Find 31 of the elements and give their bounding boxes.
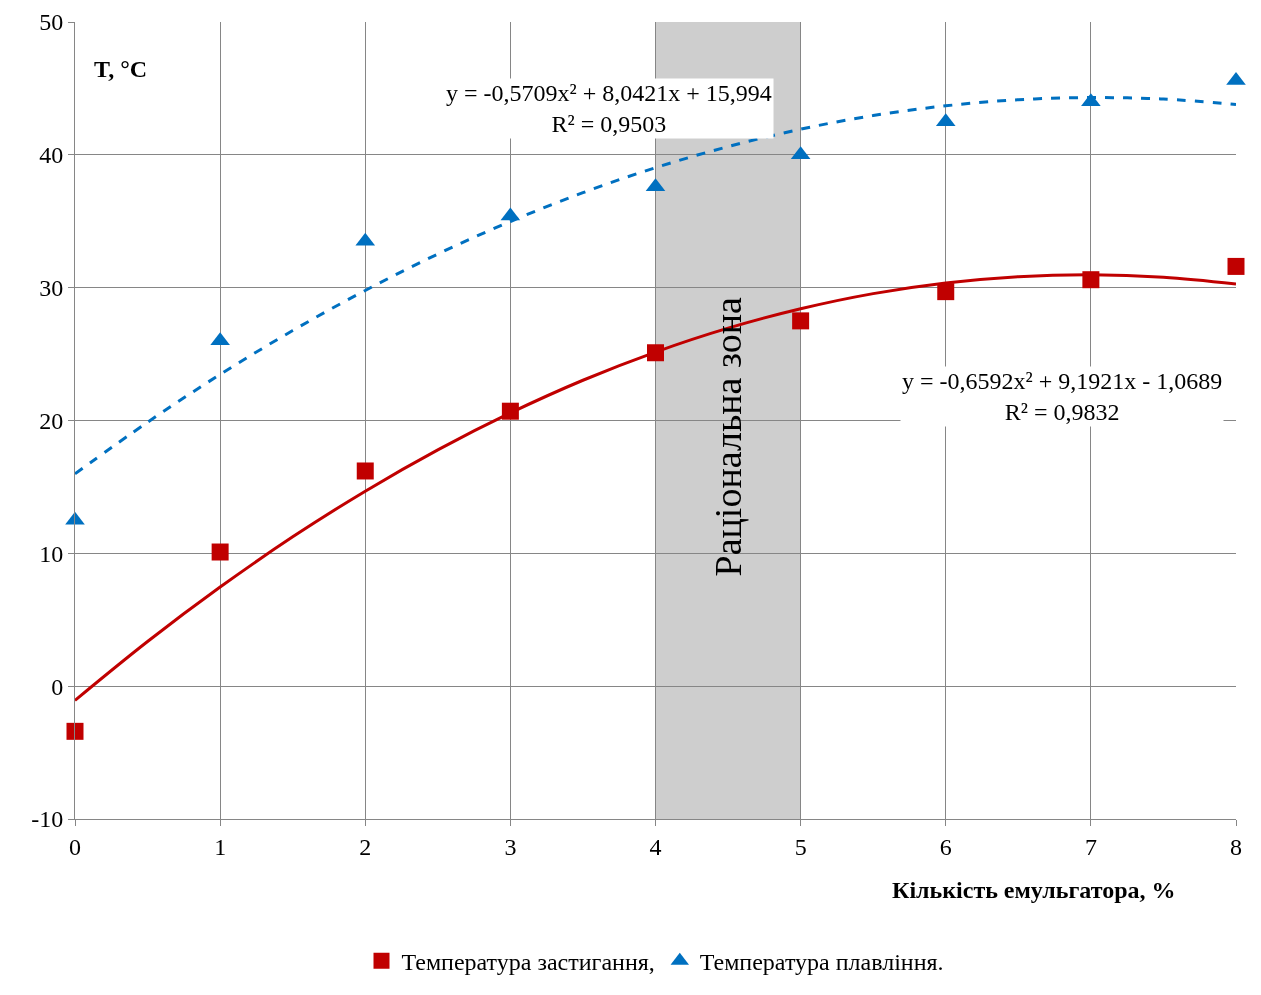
point <box>1226 71 1246 85</box>
point <box>211 543 229 561</box>
x-tick-label: 4 <box>649 833 662 860</box>
x-tick-label: 8 <box>1230 833 1242 860</box>
y-tick-label: 30 <box>39 275 64 302</box>
x-tick-label: 1 <box>214 833 227 860</box>
x-tick-label: 6 <box>939 833 952 860</box>
point <box>66 722 84 740</box>
y-tick-label: 50 <box>39 9 64 36</box>
point <box>210 332 230 346</box>
annotation: y = -0,5709x² + 8,0421x + 15,994 R² = 0,9503 <box>446 80 772 138</box>
annotation: y = -0,6592x² + 9,1921x - 1,0689 R² = 0,9832 <box>902 368 1223 426</box>
point <box>937 283 955 301</box>
band-label: Раціональна зона <box>706 296 749 577</box>
y-axis-title: T, °C <box>94 56 148 82</box>
x-tick-label: 7 <box>1084 833 1097 860</box>
y-tick-label: 0 <box>51 673 64 700</box>
y-tick-label: 10 <box>39 540 64 567</box>
y-tick-label: 20 <box>39 407 64 434</box>
point <box>1227 257 1245 275</box>
legend-label: Температура плавління. <box>699 949 944 976</box>
y-tick-label: 40 <box>39 142 64 169</box>
x-axis-title: Кількість емульгатора, % <box>892 877 1176 903</box>
x-tick-label: 5 <box>794 833 807 860</box>
point <box>792 312 810 330</box>
x-tick-label: 2 <box>359 833 372 860</box>
point <box>356 462 374 480</box>
y-tick-label: -10 <box>31 806 64 833</box>
x-tick-label: 3 <box>504 833 517 860</box>
x-tick-label: 0 <box>69 833 81 860</box>
legend-label: Температура застигання, <box>401 949 655 976</box>
